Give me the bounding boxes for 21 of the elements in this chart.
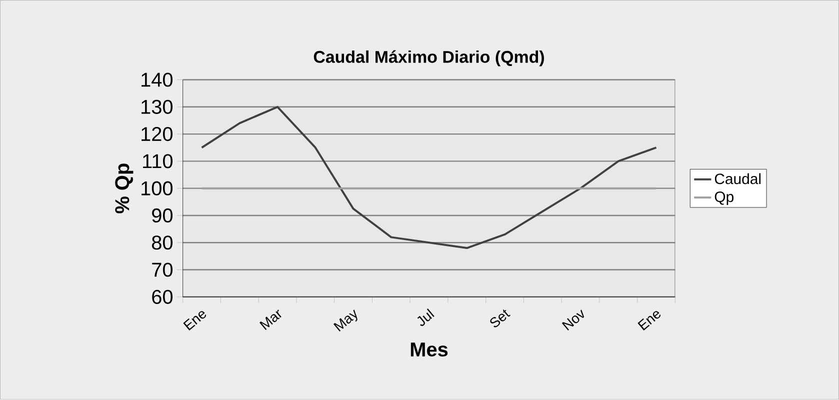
x-tick-label: Mar	[260, 310, 282, 330]
y-tick-label: 60	[152, 290, 173, 304]
x-tick-label: Ene	[638, 311, 660, 331]
legend-label: Qp	[714, 192, 734, 206]
chart-title: Caudal Máximo Diario (Qmd)	[314, 50, 544, 66]
x-tick-label: Jul	[417, 308, 434, 326]
y-tick-label: 90	[152, 208, 173, 223]
y-tick-label: 70	[152, 262, 173, 277]
y-tick-label: 80	[152, 236, 173, 250]
y-tick-label: 130	[142, 100, 173, 114]
y-tick-label: 140	[142, 72, 173, 87]
x-tick-label: Nov	[562, 310, 584, 331]
x-tick-label: May	[334, 310, 358, 332]
x-axis-title: Mes	[410, 342, 448, 357]
y-axis-title: % Qp	[115, 164, 134, 214]
y-tick-label: 100	[142, 181, 173, 196]
y-tick-label: 120	[142, 127, 173, 142]
x-tick-label: Ene	[183, 311, 206, 331]
x-tick-label: Set	[490, 310, 510, 328]
legend-label: Caudal	[714, 173, 761, 184]
y-tick-label: 110	[143, 154, 173, 168]
